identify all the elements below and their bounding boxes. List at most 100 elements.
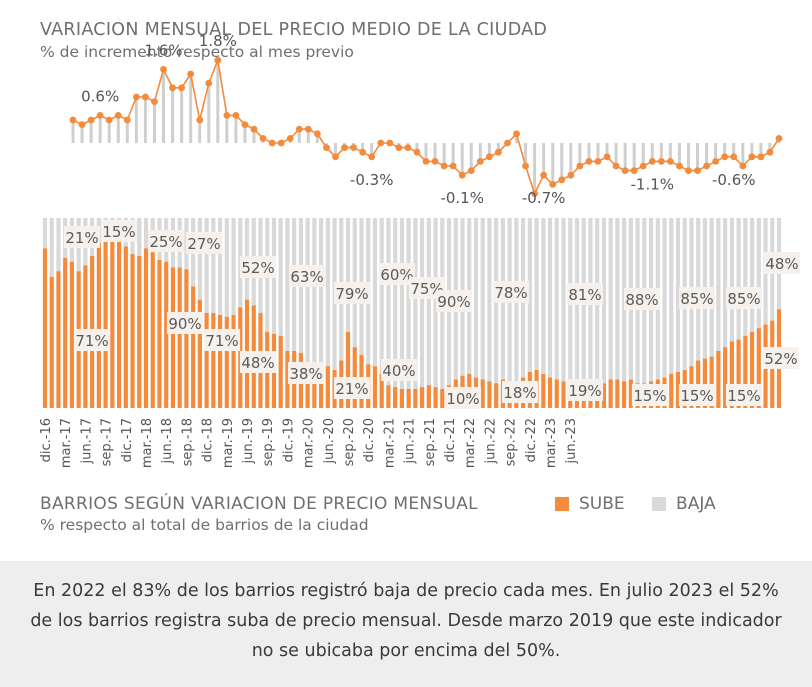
bar-data-label-bg xyxy=(678,287,716,309)
legend: SUBE BAJA xyxy=(555,494,738,516)
line-point xyxy=(540,171,548,179)
bar-data-label: 38% xyxy=(289,365,322,383)
line-point xyxy=(259,135,267,142)
bar-sube xyxy=(217,314,223,408)
line-point xyxy=(69,116,77,124)
bar-sube xyxy=(231,314,236,408)
bar-data-label: 52% xyxy=(241,259,274,277)
bar-data-label-bg xyxy=(762,347,800,369)
bar-baja xyxy=(749,218,755,332)
x-tick-label: dic.-19 xyxy=(281,418,296,462)
x-tick-label: mar.-18 xyxy=(140,418,155,468)
bar-data-label: 15% xyxy=(727,387,760,405)
legend-label-baja: BAJA xyxy=(676,494,716,514)
x-tick-label: mar.-17 xyxy=(59,418,74,468)
bar-sube xyxy=(150,252,155,408)
bar-baja xyxy=(527,218,532,372)
line-point xyxy=(666,158,674,165)
bar-sube xyxy=(608,379,613,408)
line-data-label: -0.7% xyxy=(522,189,566,207)
bar-sube xyxy=(312,368,317,408)
bar-data-label-bg xyxy=(631,384,669,406)
bar-data-label: 15% xyxy=(680,387,713,405)
bar-data-label-bg xyxy=(239,351,277,373)
bar-data-label-bg xyxy=(203,329,241,351)
bar-baja xyxy=(547,218,553,378)
line-data-label: -0.6% xyxy=(712,171,756,189)
bar-sube xyxy=(143,248,149,408)
bar-data-label: 88% xyxy=(625,291,658,309)
bar-sube xyxy=(197,299,202,408)
bar-sube xyxy=(191,286,196,408)
bar-data-label: 63% xyxy=(290,268,323,286)
line-point xyxy=(196,116,204,124)
line-point xyxy=(766,148,774,156)
bar-sube xyxy=(675,371,681,408)
x-tick-label: sep.-18 xyxy=(180,418,195,466)
bar-sube xyxy=(494,383,499,408)
bar-baja xyxy=(413,218,418,389)
bar-data-label: 48% xyxy=(765,255,798,273)
line-point xyxy=(476,158,484,165)
bar-baja xyxy=(473,218,479,378)
bar-data-label: 79% xyxy=(335,285,368,303)
bar-baja xyxy=(736,218,741,340)
bar-sube xyxy=(164,261,169,408)
bar-baja xyxy=(426,218,431,386)
line-point xyxy=(648,158,656,165)
legend-label-sube: SUBE xyxy=(579,494,625,514)
x-tick-label: mar.-23 xyxy=(544,418,559,468)
bar-baja xyxy=(204,218,209,313)
line-point xyxy=(495,148,502,156)
bar-baja xyxy=(278,218,283,336)
bar-data-label: 52% xyxy=(764,350,797,368)
line-point xyxy=(639,162,647,170)
line-point xyxy=(277,139,285,147)
line-point xyxy=(368,153,376,161)
line-point xyxy=(739,162,747,170)
line-point xyxy=(603,153,611,161)
bar-baja xyxy=(305,218,310,363)
summary-note: En 2022 el 83% de los barrios registró b… xyxy=(0,561,812,687)
bottom-chart-title: BARRIOS SEGÚN VARIACION DE PRECIO MENSUA… xyxy=(40,494,478,514)
line-point xyxy=(721,153,729,161)
bar-sube xyxy=(716,351,721,408)
bar-baja xyxy=(345,218,351,332)
bar-sube xyxy=(116,240,122,408)
bar-data-label-bg xyxy=(288,265,326,287)
line-data-label: 0.6% xyxy=(81,87,119,105)
line-point xyxy=(395,144,403,152)
bar-baja xyxy=(393,218,398,388)
line-point xyxy=(78,121,86,128)
bar-data-label: 71% xyxy=(75,332,108,350)
x-tick-label: dic.-20 xyxy=(362,418,377,462)
bar-baja xyxy=(669,218,674,374)
bar-sube xyxy=(628,379,633,408)
bar-sube xyxy=(49,276,54,408)
line-point xyxy=(630,167,638,175)
line-point xyxy=(712,158,720,165)
bar-baja xyxy=(554,218,559,380)
bar-data-label-bg xyxy=(623,288,661,310)
line-point xyxy=(386,139,394,147)
bar-sube xyxy=(433,387,438,408)
bar-sube xyxy=(305,362,310,408)
bar-sube xyxy=(56,271,61,408)
x-tick-label: jun.-22 xyxy=(483,418,498,464)
line-point xyxy=(114,112,122,119)
bar-data-label: 81% xyxy=(568,286,601,304)
x-tick-label: jun.-19 xyxy=(241,418,256,464)
line-data-label: -0.1% xyxy=(440,189,484,207)
bar-sube xyxy=(130,254,135,408)
bar-data-label: 48% xyxy=(241,354,274,372)
bar-baja xyxy=(420,218,425,388)
bar-data-label: 18% xyxy=(503,384,536,402)
bar-data-label-bg xyxy=(444,387,482,409)
bar-data-label: 21% xyxy=(335,380,368,398)
x-tick-label: jun.-20 xyxy=(322,418,337,464)
line-point xyxy=(286,135,294,142)
top-chart-title: VARIACION MENSUAL DEL PRECIO MEDIO DE LA… xyxy=(40,20,548,40)
bar-sube xyxy=(554,379,559,408)
bar-sube xyxy=(669,373,674,408)
line-point xyxy=(250,125,258,133)
